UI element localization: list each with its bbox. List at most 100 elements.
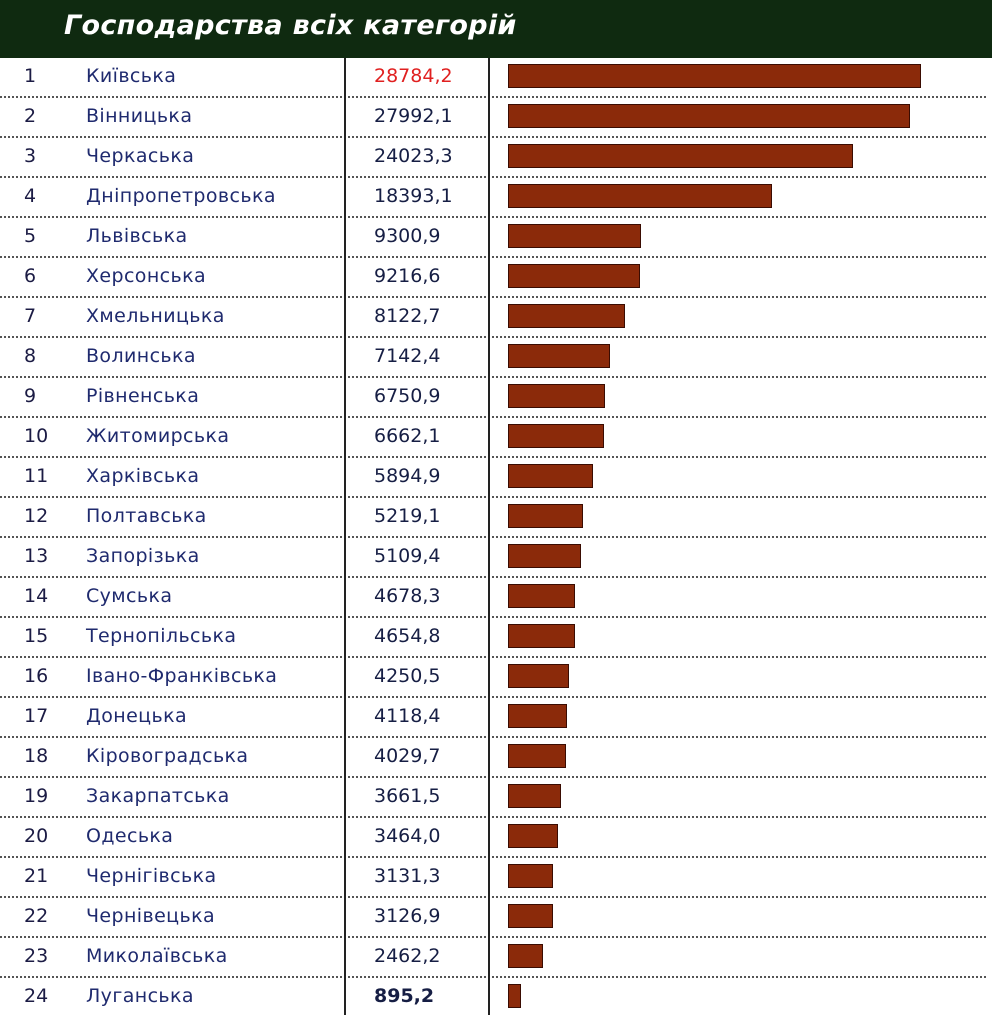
region-label: Чернівецька <box>86 905 216 927</box>
table-row: 6 Херсонська 9216,6 <box>0 258 992 298</box>
rank-label: 9 <box>24 385 37 407</box>
value-label: 4029,7 <box>374 745 441 767</box>
table-row: 2 Вінницька 27992,1 <box>0 98 992 138</box>
region-label: Рівненська <box>86 385 200 407</box>
row-divider <box>0 416 986 418</box>
region-label: Івано-Франківська <box>86 665 278 687</box>
bar <box>508 624 575 648</box>
rank-label: 18 <box>24 745 49 767</box>
value-label: 5219,1 <box>374 505 441 527</box>
table-row: 14 Сумська 4678,3 <box>0 578 992 618</box>
value-label: 3126,9 <box>374 905 441 927</box>
bar <box>508 744 566 768</box>
region-label: Дніпропетровська <box>86 185 276 207</box>
rank-label: 7 <box>24 305 37 327</box>
rank-label: 14 <box>24 585 49 607</box>
bar <box>508 824 558 848</box>
value-label: 5894,9 <box>374 465 441 487</box>
rank-label: 20 <box>24 825 49 847</box>
row-divider <box>0 816 986 818</box>
rank-label: 24 <box>24 985 49 1007</box>
bar <box>508 144 853 168</box>
region-label: Закарпатська <box>86 785 230 807</box>
row-divider <box>0 896 986 898</box>
table-row: 7 Хмельницька 8122,7 <box>0 298 992 338</box>
value-label: 27992,1 <box>374 105 453 127</box>
row-divider <box>0 576 986 578</box>
table-row: 11 Харківська 5894,9 <box>0 458 992 498</box>
value-label: 8122,7 <box>374 305 441 327</box>
bar <box>508 664 569 688</box>
row-divider <box>0 96 986 98</box>
rank-label: 15 <box>24 625 49 647</box>
row-divider <box>0 536 986 538</box>
ranking-table: 1 Київська 28784,2 2 Вінницька 27992,1 3 Черкас… <box>0 58 992 1015</box>
value-label: 4250,5 <box>374 665 441 687</box>
rank-label: 12 <box>24 505 49 527</box>
bar <box>508 584 575 608</box>
value-label: 4678,3 <box>374 585 441 607</box>
region-label: Донецька <box>86 705 188 727</box>
region-label: Волинська <box>86 345 196 367</box>
value-label: 24023,3 <box>374 145 453 167</box>
table-row: 17 Донецька 4118,4 <box>0 698 992 738</box>
row-divider <box>0 976 986 978</box>
row-divider <box>0 336 986 338</box>
region-label: Запорізька <box>86 545 200 567</box>
table-row: 5 Львівська 9300,9 <box>0 218 992 258</box>
row-divider <box>0 616 986 618</box>
rank-label: 17 <box>24 705 49 727</box>
rank-label: 2 <box>24 105 37 127</box>
rank-label: 23 <box>24 945 49 967</box>
rank-label: 22 <box>24 905 49 927</box>
bar <box>508 704 567 728</box>
table-row: 20 Одеська 3464,0 <box>0 818 992 858</box>
column-divider-left <box>344 58 346 1015</box>
table-row: 23 Миколаївська 2462,2 <box>0 938 992 978</box>
bar <box>508 984 521 1008</box>
value-label: 3464,0 <box>374 825 441 847</box>
bar <box>508 384 605 408</box>
value-label: 2462,2 <box>374 945 441 967</box>
table-row: 19 Закарпатська 3661,5 <box>0 778 992 818</box>
region-label: Харківська <box>86 465 200 487</box>
region-label: Херсонська <box>86 265 207 287</box>
region-label: Миколаївська <box>86 945 228 967</box>
table-row: 22 Чернівецька 3126,9 <box>0 898 992 938</box>
bar <box>508 784 561 808</box>
row-divider <box>0 656 986 658</box>
row-divider <box>0 296 986 298</box>
value-label: 3661,5 <box>374 785 441 807</box>
bar <box>508 224 641 248</box>
row-divider <box>0 136 986 138</box>
region-label: Черкаська <box>86 145 195 167</box>
bar <box>508 504 583 528</box>
bar <box>508 184 772 208</box>
bar <box>508 344 610 368</box>
region-label: Полтавська <box>86 505 207 527</box>
row-divider <box>0 696 986 698</box>
rank-label: 6 <box>24 265 37 287</box>
region-label: Тернопільська <box>86 625 237 647</box>
value-label: 5109,4 <box>374 545 441 567</box>
region-label: Хмельницька <box>86 305 225 327</box>
rank-label: 3 <box>24 145 37 167</box>
region-label: Одеська <box>86 825 174 847</box>
bar <box>508 944 543 968</box>
region-label: Кіровоградська <box>86 745 249 767</box>
table-row: 3 Черкаська 24023,3 <box>0 138 992 178</box>
table-row: 8 Волинська 7142,4 <box>0 338 992 378</box>
bar <box>508 464 593 488</box>
table-row: 1 Київська 28784,2 <box>0 58 992 98</box>
table-row: 16 Івано-Франківська 4250,5 <box>0 658 992 698</box>
region-label: Вінницька <box>86 105 193 127</box>
region-label: Львівська <box>86 225 188 247</box>
table-row: 10 Житомирська 6662,1 <box>0 418 992 458</box>
column-divider-right <box>488 58 490 1015</box>
rank-label: 1 <box>24 65 37 87</box>
table-row: 12 Полтавська 5219,1 <box>0 498 992 538</box>
table-row: 9 Рівненська 6750,9 <box>0 378 992 418</box>
row-divider <box>0 456 986 458</box>
rank-label: 11 <box>24 465 49 487</box>
value-label: 9300,9 <box>374 225 441 247</box>
